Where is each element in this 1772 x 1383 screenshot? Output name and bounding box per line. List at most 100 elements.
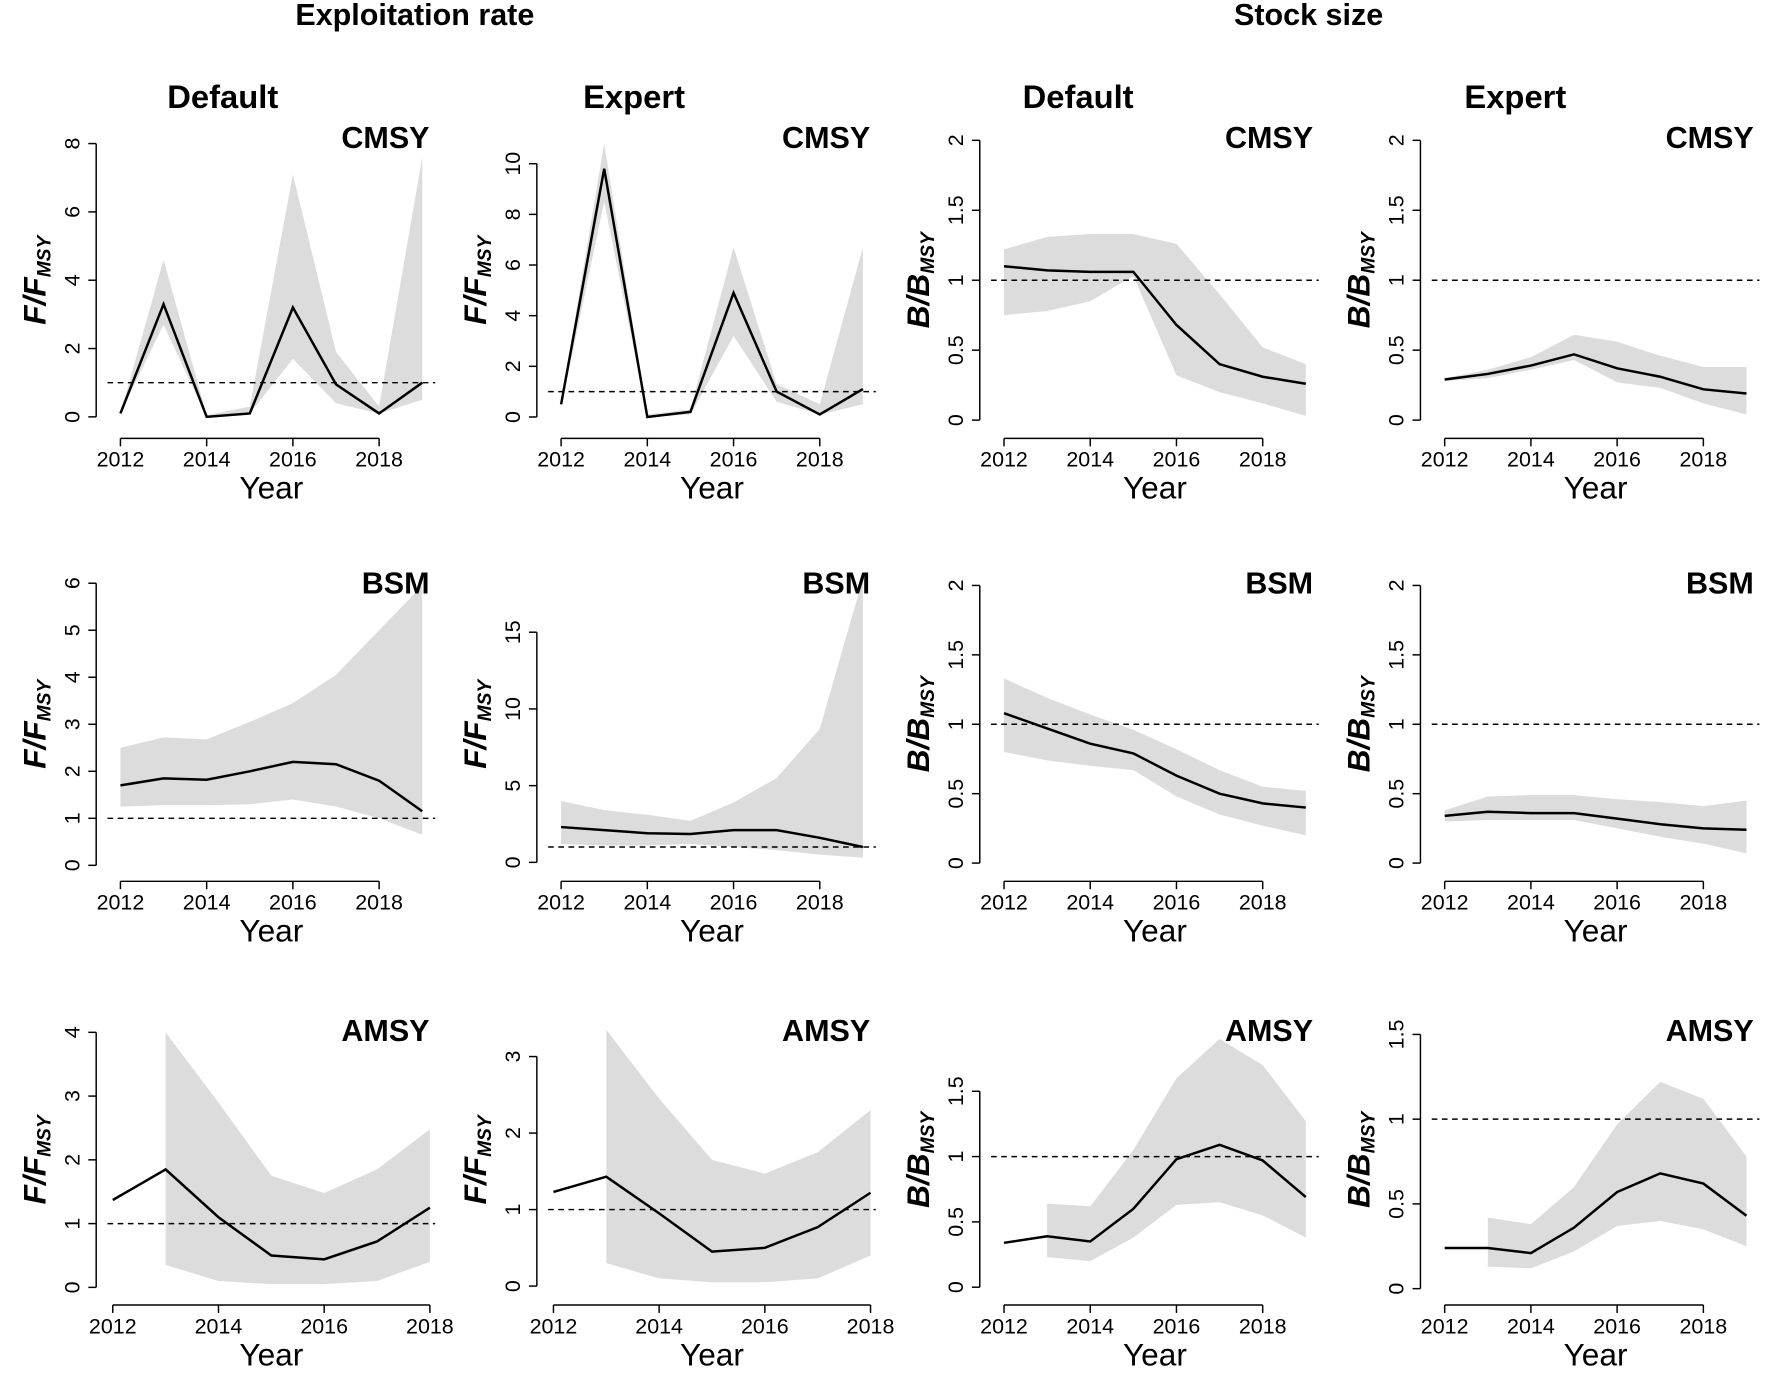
y-tick-label: 0.5 [1385, 1189, 1409, 1219]
x-tick-label: 2018 [1239, 891, 1287, 915]
x-axis-label: Year [1564, 1336, 1628, 1372]
x-tick-label: 2012 [89, 1314, 137, 1338]
x-tick-label: 2016 [741, 1314, 789, 1338]
y-tick-label: 0.5 [1385, 335, 1409, 365]
uncertainty-band [1444, 334, 1747, 415]
y-tick-label: 2 [60, 765, 84, 777]
panel-title: BSM [1686, 566, 1754, 600]
y-tick-label: 5 [501, 780, 525, 792]
y-tick-label: 1.5 [1385, 1019, 1409, 1049]
x-tick-label: 2016 [1153, 448, 1201, 472]
x-axis-label: Year [1123, 1336, 1187, 1372]
y-axis-label-main: F/F [457, 1156, 493, 1204]
y-tick-label: 4 [60, 1026, 84, 1038]
x-tick-label: 2016 [710, 891, 758, 915]
y-axis-label-main: F/F [457, 721, 493, 769]
median-line [561, 825, 864, 849]
panel-title: BSM [1245, 566, 1313, 600]
y-axis-label-subscript: MSY [475, 234, 496, 278]
y-axis-label-main: B/B [1341, 718, 1377, 772]
uncertainty-band [120, 585, 423, 835]
median-line [1003, 1143, 1307, 1245]
panel-title: AMSY [341, 1014, 429, 1048]
y-axis-label: B/BMSY [1341, 230, 1380, 328]
x-tick-label: 2018 [1239, 448, 1287, 472]
y-axis-label-main: B/B [900, 274, 936, 328]
y-tick-label: 2 [60, 1154, 84, 1166]
y-tick-label: 8 [60, 138, 84, 150]
y-tick-label: 5 [60, 624, 84, 636]
x-axis-label: Year [239, 913, 303, 949]
y-axis-label-main: F/F [17, 721, 53, 769]
median-line [1444, 1172, 1748, 1255]
x-tick-label: 2014 [183, 891, 231, 915]
x-tick-label: 2014 [1066, 1314, 1114, 1338]
y-tick-label: 0 [944, 414, 968, 426]
uncertainty-band [606, 1029, 871, 1283]
x-axis-label: Year [680, 1336, 744, 1372]
x-axis-label: Year [1123, 913, 1187, 949]
x-axis-label: Year [680, 913, 744, 949]
x-tick-label: 2016 [1593, 891, 1641, 915]
x-tick-label: 2016 [269, 448, 317, 472]
y-tick-label: 10 [501, 152, 525, 176]
y-axis-label: F/FMSY [17, 678, 56, 769]
y-tick-label: 0 [501, 856, 525, 868]
x-tick-label: 2018 [1679, 891, 1727, 915]
x-tick-label: 2014 [1066, 448, 1114, 472]
y-tick-label: 0 [60, 1281, 84, 1293]
x-tick-label: 2014 [623, 891, 671, 915]
median-line [1003, 711, 1306, 809]
x-tick-label: 2012 [537, 891, 585, 915]
y-tick-label: 2 [501, 360, 525, 372]
y-axis-label-subscript: MSY [475, 678, 496, 722]
y-tick-label: 0.5 [944, 335, 968, 365]
median-line [1444, 810, 1747, 832]
x-tick-label: 2012 [97, 891, 145, 915]
y-axis-label-main: B/B [1341, 274, 1377, 328]
y-tick-label: 6 [60, 577, 84, 589]
y-axis-label-subscript: MSY [475, 1113, 496, 1157]
y-axis-label-main: B/B [900, 1153, 936, 1207]
y-tick-label: 1.5 [944, 640, 968, 670]
y-axis-label: F/FMSY [457, 678, 496, 769]
uncertainty-band [1047, 1039, 1306, 1262]
y-tick-label: 0 [60, 411, 84, 423]
median-line [559, 168, 864, 419]
panel: 0 0.5 1 1.5 2 2012 2014 2016 2018 Year B/BMSY BSM [900, 566, 1319, 949]
group-header: Stock size [1234, 0, 1383, 32]
median-line [120, 760, 423, 813]
y-tick-label: 1 [1385, 718, 1409, 730]
y-axis-label-subscript: MSY [1359, 1110, 1380, 1154]
y-tick-label: 1 [944, 274, 968, 286]
x-tick-label: 2014 [1507, 891, 1555, 915]
panel-title: CMSY [782, 121, 870, 155]
panel: 0 0.5 1 1.5 2012 2014 2016 2018 Year B/BMSY AMSY [900, 1014, 1319, 1372]
y-axis-label-subscript: MSY [918, 1110, 939, 1154]
y-tick-label: 4 [60, 671, 84, 683]
x-tick-label: 2014 [623, 448, 671, 472]
panel-title: CMSY [341, 121, 429, 155]
panel: 0 1 2 3 2012 2014 2016 2018 Year F/FMSY AMSY [457, 1014, 894, 1373]
panel: 0 1 2 3 4 2012 2014 2016 2018 Year F/FMSY AMSY [17, 1014, 454, 1373]
y-tick-label: 2 [1385, 134, 1409, 146]
group-header: Exploitation rate [295, 0, 534, 32]
panel: 0 2 4 6 8 2012 2014 2016 2018 Year F/FMSY CMSY [17, 121, 436, 506]
y-tick-label: 3 [60, 718, 84, 730]
uncertainty-band [165, 1032, 430, 1285]
uncertainty-band [561, 578, 863, 858]
panel: 0 1 2 3 4 5 6 2012 2014 2016 2018 Year F/FMSY BSM [17, 566, 436, 949]
column-header: Default [1023, 78, 1134, 115]
x-tick-label: 2014 [183, 448, 231, 472]
median-line [112, 1167, 431, 1261]
column-header: Default [167, 78, 278, 115]
y-tick-label: 1 [60, 812, 84, 824]
x-tick-label: 2018 [1679, 448, 1727, 472]
x-tick-label: 2014 [1507, 448, 1555, 472]
y-tick-label: 0 [501, 411, 525, 423]
y-axis-label: B/BMSY [900, 1110, 939, 1208]
x-tick-label: 2018 [796, 891, 844, 915]
x-tick-label: 2016 [1593, 1314, 1641, 1338]
y-axis-label-subscript: MSY [34, 234, 55, 278]
